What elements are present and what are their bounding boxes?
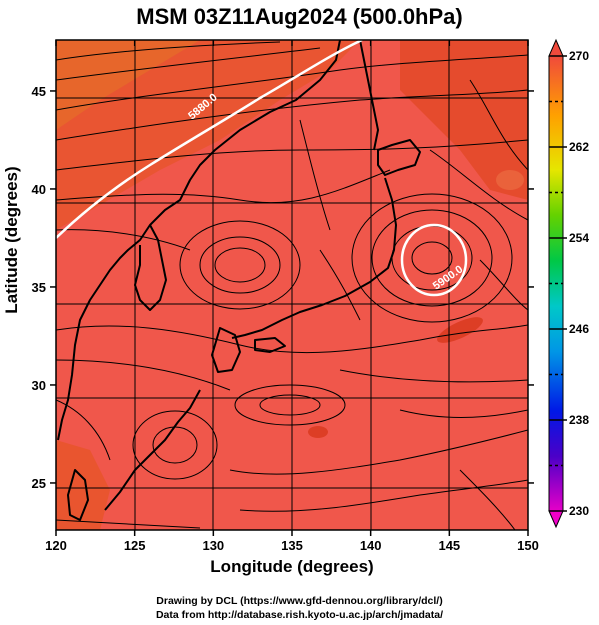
contour-line-5900 bbox=[400, 223, 468, 297]
x-tick-label: 125 bbox=[124, 538, 146, 553]
x-axis-label: Longitude (degrees) bbox=[210, 557, 374, 576]
y-tick-label: 35 bbox=[32, 280, 46, 295]
streamlines bbox=[56, 41, 528, 530]
colorbar-bottom-triangle bbox=[548, 510, 564, 529]
x-tick-label: 145 bbox=[438, 538, 460, 553]
temperature-field: 5880.0 5900.0 bbox=[56, 40, 528, 530]
colorbar: 230 238 246 254 262 270 bbox=[548, 38, 589, 529]
colorbar-tick-label: 254 bbox=[569, 231, 589, 245]
y-tick-label: 45 bbox=[32, 84, 46, 99]
map-title: MSM 03Z11Aug2024 (500.0hPa) bbox=[136, 4, 463, 29]
x-tick-label: 150 bbox=[517, 538, 539, 553]
x-tick-label: 130 bbox=[202, 538, 224, 553]
x-tick-label: 135 bbox=[281, 538, 303, 553]
colorbar-ticks: 230 238 246 254 262 270 bbox=[549, 49, 589, 518]
y-tick-label: 25 bbox=[32, 476, 46, 491]
grid-lines bbox=[56, 40, 528, 530]
height-contours bbox=[56, 40, 468, 297]
x-tick-label: 140 bbox=[360, 538, 382, 553]
credit-drawing: Drawing by DCL (https://www.gfd-dennou.o… bbox=[156, 595, 443, 607]
y-axis-label: Latitude (degrees) bbox=[2, 166, 21, 314]
colorbar-tick-label: 262 bbox=[569, 140, 589, 154]
x-tick-label: 120 bbox=[45, 538, 67, 553]
x-axis-ticks: 120 125 130 135 140 145 150 bbox=[45, 40, 539, 553]
colorbar-tick-label: 246 bbox=[569, 322, 589, 336]
colorbar-tick-label: 238 bbox=[569, 413, 589, 427]
y-tick-label: 30 bbox=[32, 378, 46, 393]
y-tick-label: 40 bbox=[32, 182, 46, 197]
credit-data: Data from http://database.rish.kyoto-u.a… bbox=[155, 609, 444, 621]
colorbar-tick-label: 230 bbox=[569, 504, 589, 518]
y-axis-ticks: 25 30 35 40 45 bbox=[32, 84, 534, 491]
colorbar-top-triangle bbox=[548, 38, 564, 57]
contour-line-5880 bbox=[56, 40, 363, 239]
colorbar-tick-label: 270 bbox=[569, 49, 589, 63]
